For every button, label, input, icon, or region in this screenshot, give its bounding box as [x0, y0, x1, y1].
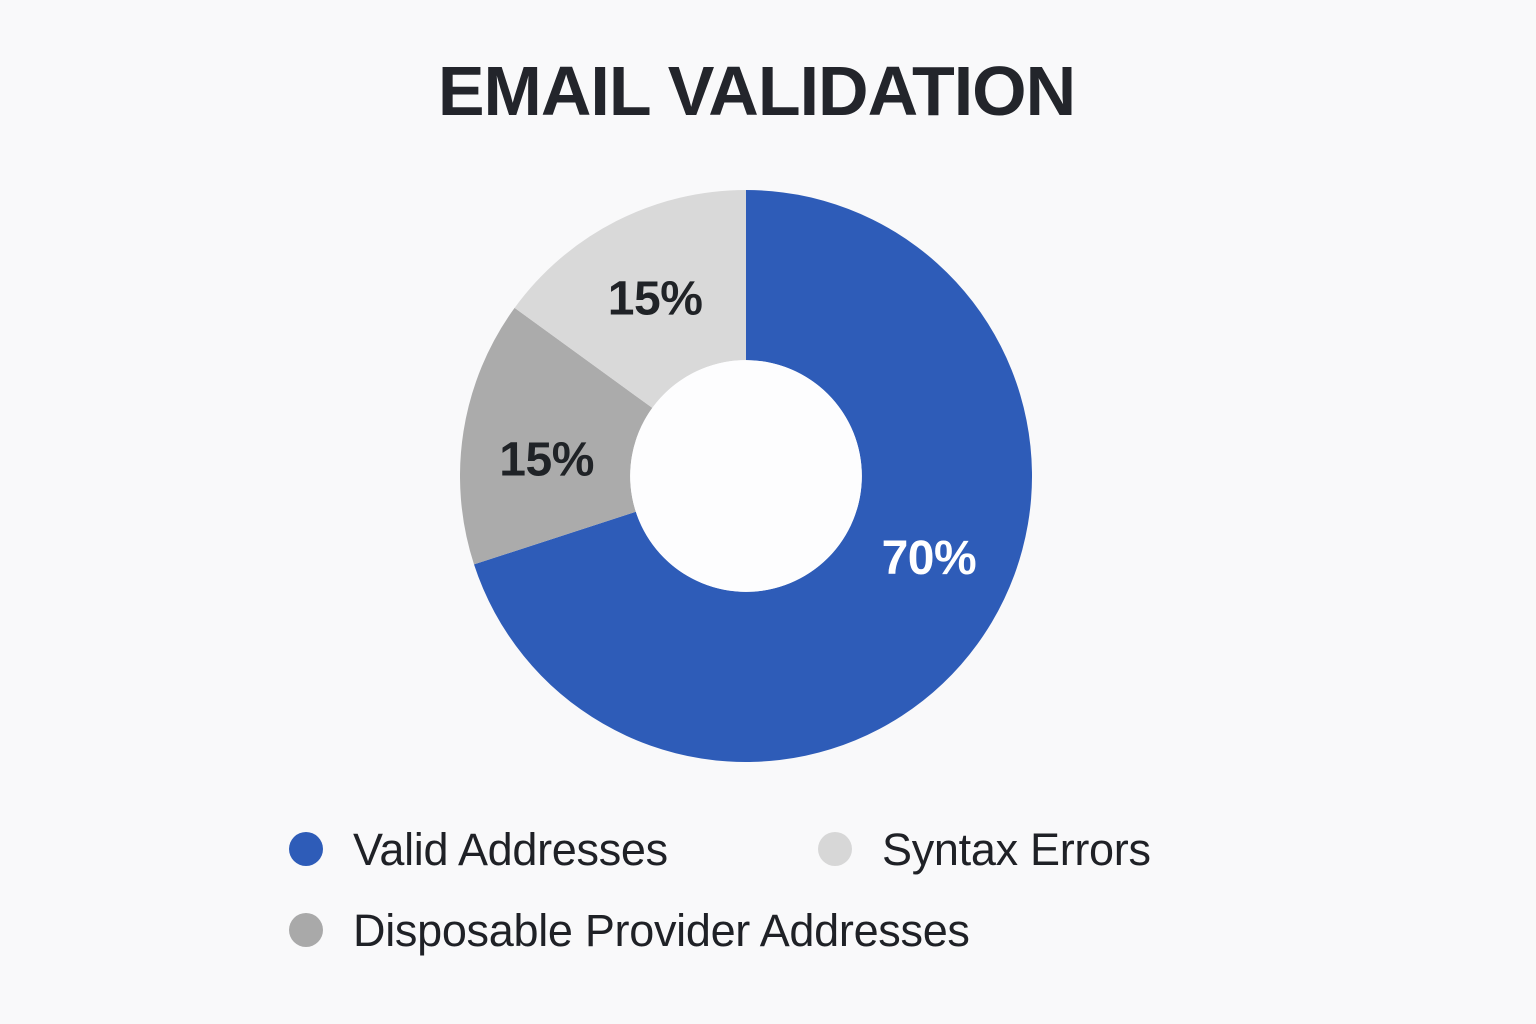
slice-disposable-provider-addresses [460, 307, 653, 565]
legend-item-disposable-provider-addresses: Disposable Provider Addresses [289, 908, 970, 953]
donut-hole [630, 360, 862, 592]
slice-syntax-errors [514, 190, 746, 408]
legend-item-syntax-errors: Syntax Errors [818, 827, 1151, 872]
legend-dot-valid-addresses [289, 832, 323, 866]
legend-label-valid-addresses: Valid Addresses [353, 823, 668, 875]
legend-label-syntax-errors: Syntax Errors [882, 823, 1151, 875]
legend-dot-disposable-provider-addresses [289, 913, 323, 947]
legend-label-disposable-provider-addresses: Disposable Provider Addresses [353, 904, 970, 956]
chart-title: EMAIL VALIDATION [437, 52, 1076, 130]
donut-chart: 70% 15% 15% [460, 190, 1032, 762]
legend-item-valid-addresses: Valid Addresses [289, 827, 668, 872]
slice-label-disposable-provider-addresses: 15% [499, 433, 594, 486]
slice-label-valid-addresses: 70% [882, 532, 977, 585]
slice-label-syntax-errors: 15% [608, 272, 703, 325]
slice-valid-addresses [474, 190, 1032, 762]
legend-dot-syntax-errors [818, 832, 852, 866]
